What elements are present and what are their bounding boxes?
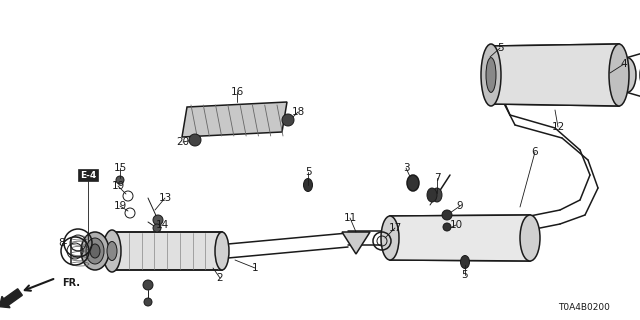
Ellipse shape [481, 44, 501, 106]
Text: 19: 19 [111, 181, 125, 191]
Polygon shape [342, 232, 370, 254]
Text: 5: 5 [497, 43, 503, 53]
Ellipse shape [432, 188, 442, 202]
Text: E-4: E-4 [80, 171, 96, 180]
Text: 17: 17 [388, 223, 402, 233]
Text: 12: 12 [552, 122, 564, 132]
Ellipse shape [609, 44, 629, 106]
Text: 5: 5 [461, 270, 468, 280]
Ellipse shape [303, 179, 312, 191]
Ellipse shape [103, 230, 121, 272]
Ellipse shape [618, 58, 636, 92]
Text: 20: 20 [177, 137, 189, 147]
Text: 6: 6 [532, 147, 538, 157]
Ellipse shape [381, 216, 399, 260]
Text: 5: 5 [305, 167, 311, 177]
Text: 16: 16 [230, 87, 244, 97]
Circle shape [443, 223, 451, 231]
Ellipse shape [215, 232, 229, 270]
Ellipse shape [86, 238, 104, 264]
Text: FR.: FR. [62, 278, 80, 288]
FancyArrow shape [0, 289, 22, 308]
Text: 8: 8 [59, 238, 65, 248]
Text: 11: 11 [344, 213, 356, 223]
Text: 13: 13 [158, 193, 172, 203]
Text: 4: 4 [621, 59, 627, 69]
Ellipse shape [90, 244, 100, 258]
Circle shape [442, 210, 452, 220]
Ellipse shape [107, 242, 117, 260]
Circle shape [282, 114, 294, 126]
Text: 2: 2 [217, 273, 223, 283]
Ellipse shape [407, 175, 419, 191]
Circle shape [143, 280, 153, 290]
Text: 7: 7 [434, 173, 440, 183]
Circle shape [116, 176, 124, 184]
Circle shape [153, 224, 161, 232]
Ellipse shape [520, 215, 540, 261]
Text: T0A4B0200: T0A4B0200 [558, 303, 610, 312]
Polygon shape [491, 44, 619, 106]
Circle shape [189, 134, 201, 146]
Ellipse shape [81, 232, 109, 270]
Text: 19: 19 [113, 201, 127, 211]
Text: 3: 3 [403, 163, 410, 173]
Text: 9: 9 [457, 201, 463, 211]
Circle shape [153, 215, 163, 225]
Text: 14: 14 [156, 220, 168, 230]
Polygon shape [112, 232, 222, 270]
Text: 10: 10 [449, 220, 463, 230]
Polygon shape [182, 102, 287, 137]
Ellipse shape [486, 58, 496, 92]
Ellipse shape [427, 188, 437, 202]
Text: 1: 1 [252, 263, 259, 273]
Ellipse shape [461, 255, 470, 268]
Polygon shape [390, 215, 530, 261]
Circle shape [144, 298, 152, 306]
Text: 18: 18 [291, 107, 305, 117]
Text: 15: 15 [113, 163, 127, 173]
